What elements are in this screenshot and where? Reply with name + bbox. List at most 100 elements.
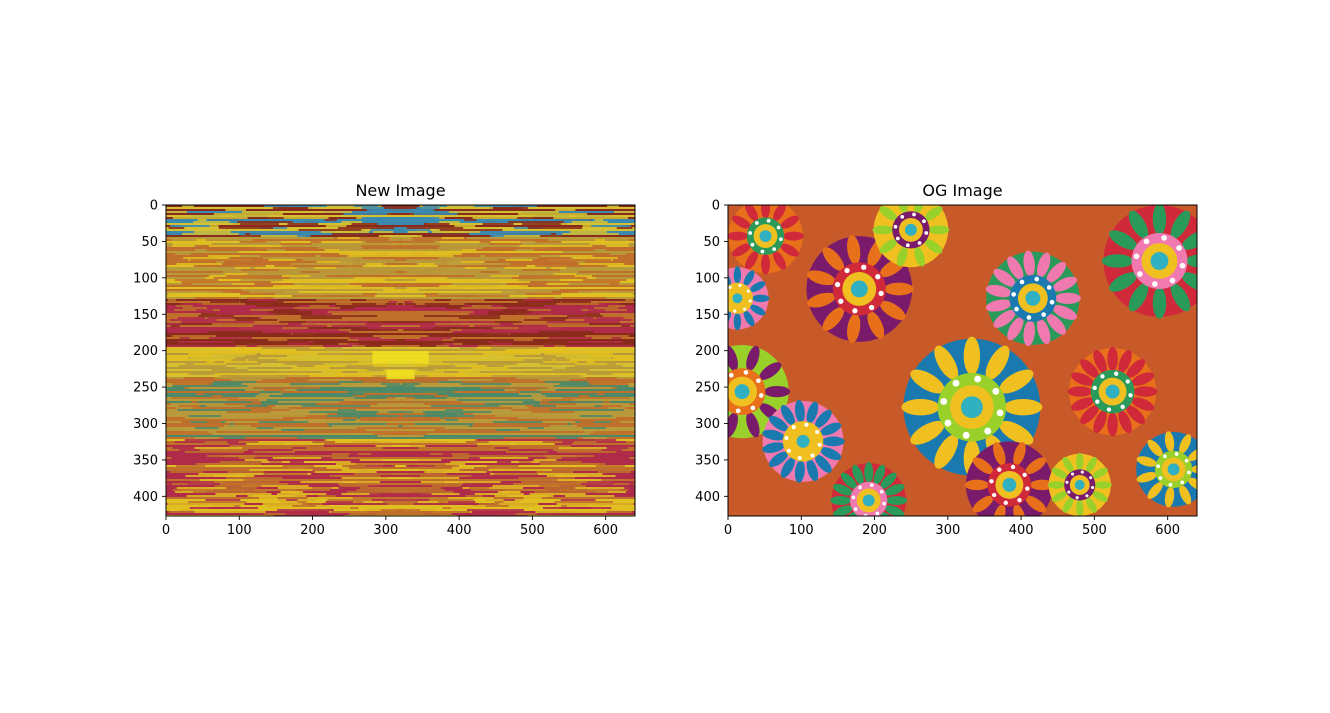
noise-streak <box>468 431 503 433</box>
noise-streak <box>489 373 520 375</box>
noise-streak <box>419 345 436 347</box>
noise-streak <box>327 423 387 425</box>
noise-streak <box>316 299 351 301</box>
noise-streak <box>259 497 278 499</box>
noise-streak <box>318 495 336 497</box>
noise-streak <box>183 319 217 321</box>
noise-streak <box>388 301 398 303</box>
noise-streak <box>492 341 564 343</box>
noise-row <box>166 301 635 303</box>
noise-streak <box>582 427 606 429</box>
noise-streak <box>578 435 617 437</box>
noise-streak <box>601 407 626 409</box>
noise-streak <box>407 231 428 233</box>
noise-streak <box>480 329 546 331</box>
noise-streak <box>539 403 557 405</box>
noise-streak <box>437 349 506 351</box>
noise-streak <box>485 255 541 257</box>
noise-streak <box>442 453 452 455</box>
noise-streak <box>462 395 484 397</box>
noise-streak <box>188 501 247 503</box>
noise-streak <box>456 399 535 401</box>
noise-streak <box>406 227 464 229</box>
noise-streak <box>194 297 240 299</box>
noise-streak <box>574 365 623 367</box>
noise-streak <box>171 403 225 405</box>
noise-row <box>166 481 635 483</box>
noise-streak <box>298 229 365 231</box>
noise-streak <box>539 335 561 337</box>
noise-streak <box>323 295 361 297</box>
noise-streak <box>395 225 414 227</box>
noise-streak <box>189 357 236 359</box>
noise-streak <box>490 323 516 325</box>
noise-streak <box>211 355 245 357</box>
noise-streak <box>569 221 608 223</box>
noise-streak <box>282 465 315 467</box>
noise-streak <box>268 217 329 219</box>
noise-streak <box>167 377 185 379</box>
noise-streak <box>208 237 248 239</box>
noise-streak <box>279 243 312 245</box>
noise-streak <box>600 281 621 283</box>
noise-streak <box>348 457 371 459</box>
noise-streak <box>489 365 504 367</box>
noise-streak <box>177 341 234 343</box>
noise-streak <box>482 333 551 335</box>
noise-streak <box>536 427 599 429</box>
mandala-flower <box>830 462 908 516</box>
noise-streak <box>274 279 329 281</box>
noise-streak <box>400 393 438 395</box>
noise-streak <box>340 261 393 263</box>
noise-streak <box>182 205 194 207</box>
noise-streak <box>354 473 408 475</box>
right-axes-og-image: 0 100 200 300 400 500 600 0 50 100 150 200 250 300 350… <box>695 181 1198 538</box>
noise-streak <box>527 309 551 311</box>
noise-streak <box>458 263 511 265</box>
noise-streak <box>500 359 553 361</box>
noise-streak <box>607 205 619 207</box>
noise-streak <box>513 375 582 377</box>
noise-streak <box>470 209 520 211</box>
noise-streak <box>508 433 536 435</box>
noise-streak <box>291 295 347 297</box>
noise-streak <box>291 367 330 369</box>
noise-streak <box>208 513 265 515</box>
noise-streak <box>479 375 523 377</box>
noise-streak <box>366 209 402 211</box>
noise-streak <box>454 225 476 227</box>
noise-streak <box>388 401 457 403</box>
noise-streak <box>583 481 622 483</box>
noise-streak <box>327 311 393 313</box>
noise-streak <box>606 245 629 247</box>
noise-streak <box>504 413 553 415</box>
noise-streak <box>266 415 306 417</box>
noise-streak <box>567 341 624 343</box>
noise-row <box>166 475 635 477</box>
noise-streak <box>571 253 608 255</box>
noise-streak <box>432 389 464 391</box>
noise-streak <box>460 307 528 309</box>
noise-streak <box>433 369 472 371</box>
noise-streak <box>174 287 183 289</box>
noise-streak <box>521 451 534 453</box>
noise-streak <box>292 285 362 287</box>
noise-streak <box>214 377 286 379</box>
noise-streak <box>173 383 213 385</box>
noise-streak <box>254 367 296 369</box>
x-tick-label: 0 <box>724 523 732 538</box>
noise-streak <box>574 441 597 443</box>
noise-streak <box>528 303 605 305</box>
noise-streak <box>569 349 625 351</box>
noise-streak <box>361 283 390 285</box>
noise-streak <box>175 253 191 255</box>
noise-streak <box>391 251 470 253</box>
noise-streak <box>216 387 292 389</box>
noise-streak <box>195 427 219 429</box>
noise-streak <box>514 499 533 501</box>
noise-streak <box>185 443 227 445</box>
noise-streak <box>213 479 260 481</box>
x-tick-label: 100 <box>227 523 252 538</box>
noise-streak <box>533 459 557 461</box>
noise-streak <box>233 229 297 231</box>
